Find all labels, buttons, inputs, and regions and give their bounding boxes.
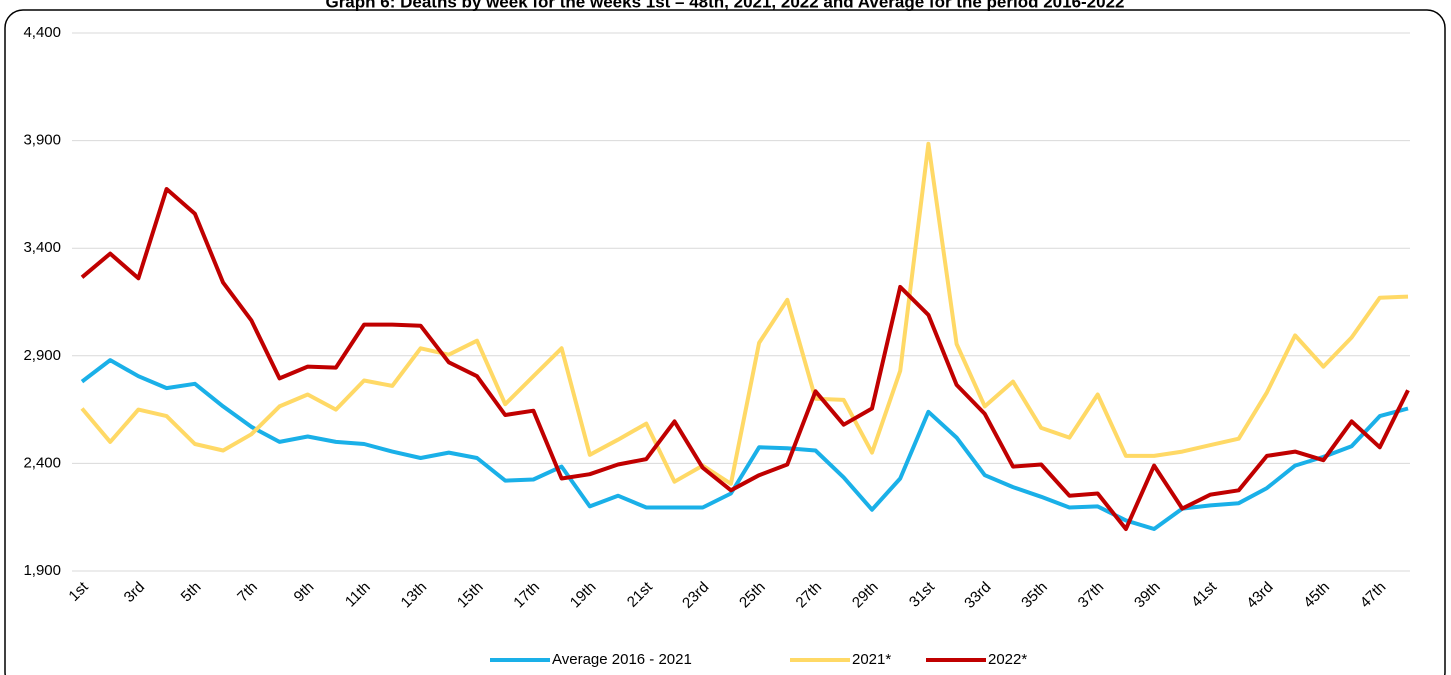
x-tick-label: 45th xyxy=(1300,579,1333,612)
x-tick-label: 21st xyxy=(624,578,657,611)
x-tick-label: 37th xyxy=(1075,579,1108,612)
chart-title: Graph 6: Deaths by week for the weeks 1s… xyxy=(325,0,1124,11)
x-tick-label: 27th xyxy=(792,579,825,612)
x-tick-label: 11th xyxy=(342,579,374,611)
x-tick-label: 25th xyxy=(736,579,769,612)
x-tick-label: 39th xyxy=(1131,579,1164,612)
y-tick-label: 1,900 xyxy=(23,562,61,579)
x-tick-label: 35th xyxy=(1018,579,1051,612)
y-tick-label: 3,400 xyxy=(23,239,61,256)
x-tick-label: 19th xyxy=(567,579,600,612)
y-tick-label: 2,400 xyxy=(23,454,61,471)
x-tick-label: 3rd xyxy=(121,579,148,606)
x-tick-label: 23rd xyxy=(679,579,712,612)
x-tick-label: 33rd xyxy=(961,579,994,612)
series-line xyxy=(80,187,1410,531)
x-tick-label: 29th xyxy=(849,579,882,612)
x-tick-label: 9th xyxy=(291,579,318,606)
x-tick-label: 7th xyxy=(234,579,261,606)
x-tick-label: 15th xyxy=(454,579,487,612)
x-tick-label: 5th xyxy=(178,579,205,606)
x-tick-label: 1st xyxy=(65,578,92,605)
y-tick-label: 2,900 xyxy=(23,347,61,364)
legend-label: Average 2016 - 2021 xyxy=(552,651,692,668)
x-tick-label: 41st xyxy=(1188,578,1221,611)
y-tick-label: 3,900 xyxy=(23,132,61,149)
x-tick-label: 43rd xyxy=(1243,579,1276,612)
x-tick-label: 31st xyxy=(906,578,939,611)
series-line xyxy=(80,141,1409,486)
legend-label: 2021* xyxy=(852,651,891,668)
y-tick-label: 4,400 xyxy=(23,24,61,41)
chart-frame xyxy=(4,9,1446,675)
x-tick-label: 13th xyxy=(398,579,431,612)
legend-label: 2022* xyxy=(988,651,1027,668)
x-tick-label: 47th xyxy=(1357,579,1390,612)
x-tick-label: 17th xyxy=(510,579,543,612)
